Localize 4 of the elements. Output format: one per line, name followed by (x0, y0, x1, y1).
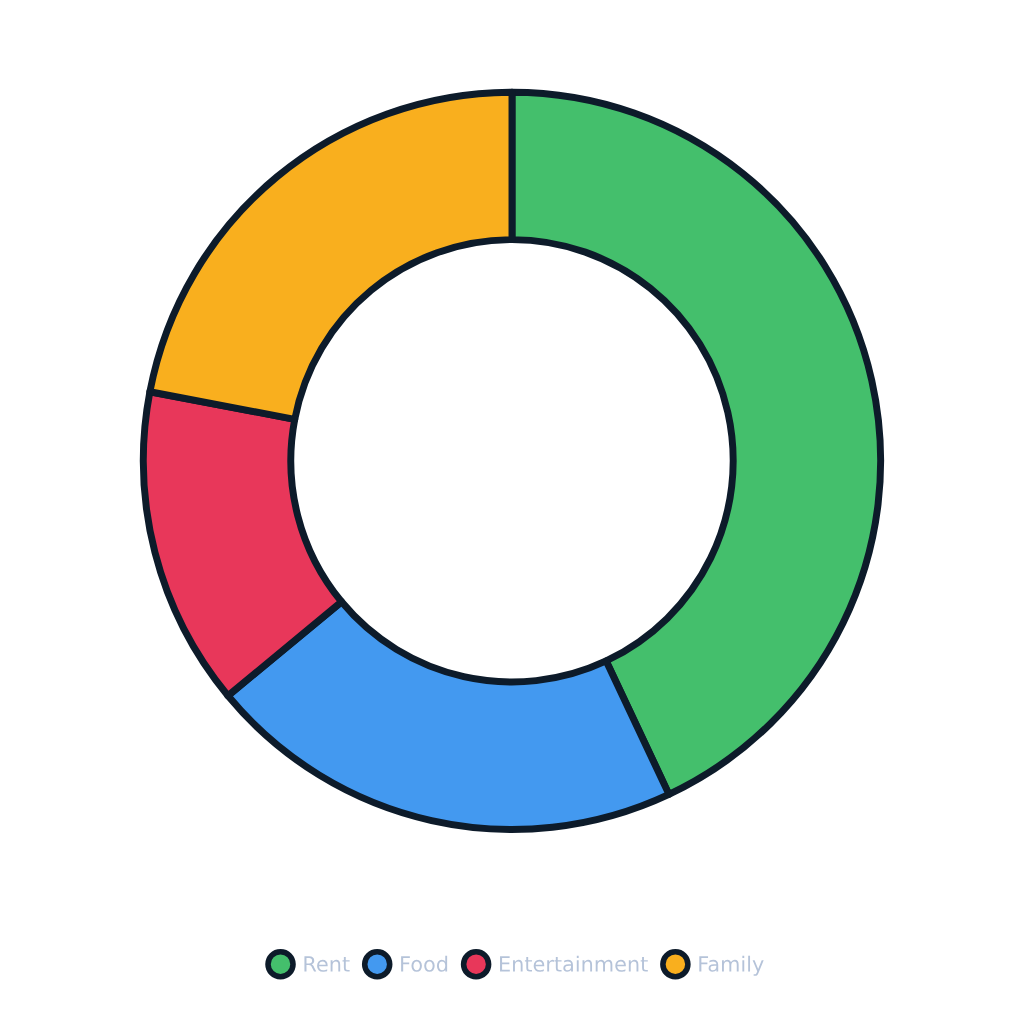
legend-label: Entertainment (500, 955, 648, 972)
legend-label: Food (401, 955, 448, 972)
legend-label: Rent (304, 956, 350, 972)
legend-label: Family (699, 955, 764, 976)
